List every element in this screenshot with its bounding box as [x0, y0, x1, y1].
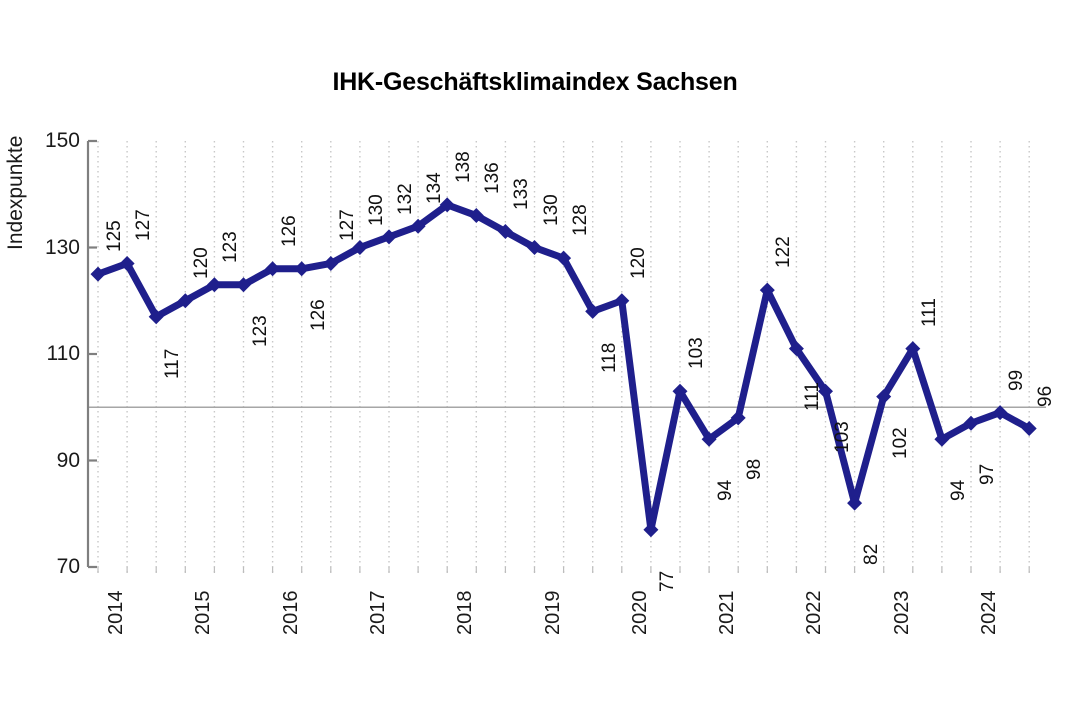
data-point-label: 117 — [162, 348, 184, 379]
x-tick-label-2014: 2014 — [105, 590, 127, 636]
data-point-label: 98 — [744, 458, 766, 480]
data-point-label: 136 — [482, 161, 504, 194]
data-point-label: 94 — [947, 480, 969, 502]
data-point-label: 111 — [802, 381, 824, 411]
data-point-label: 123 — [220, 231, 242, 263]
gridlines — [97, 141, 1030, 574]
data-point-label: 97 — [977, 464, 998, 486]
x-tick-label-2016: 2016 — [279, 590, 302, 636]
x-tick-label-2015: 2015 — [192, 590, 215, 636]
y-tick-label: 70 — [56, 555, 80, 578]
data-point-label: 132 — [395, 183, 416, 215]
x-tick-label-2019: 2019 — [541, 590, 564, 636]
y-tick-label: 90 — [56, 448, 80, 472]
x-tick-label-2020: 2020 — [628, 590, 651, 636]
y-tick-label: 110 — [46, 342, 80, 365]
data-point-label: 125 — [104, 220, 125, 253]
data-point-label: 130 — [365, 193, 387, 226]
data-point-label: 126 — [307, 299, 329, 331]
data-point-label: 99 — [1006, 369, 1028, 391]
data-point-label: 102 — [889, 426, 911, 459]
data-point-label: 130 — [540, 193, 562, 226]
x-tick-label-2021: 2021 — [716, 590, 739, 636]
data-point-label: 118 — [598, 343, 620, 374]
x-tick-label-2017: 2017 — [366, 590, 389, 636]
x-tick-label-2023: 2023 — [890, 590, 913, 636]
x-tick-label-2022: 2022 — [803, 590, 826, 636]
data-point-label: 103 — [686, 337, 707, 370]
data-point-label: 96 — [1035, 385, 1057, 407]
data-point-label: 133 — [511, 177, 533, 210]
data-point-label: 122 — [773, 236, 795, 269]
data-point-label: 123 — [249, 315, 271, 347]
chart-title: IHK-Geschäftsklimaindex Sachsen — [332, 68, 738, 96]
data-point-label: 94 — [715, 480, 737, 502]
x-tick-label-2018: 2018 — [454, 590, 477, 636]
data-point-label: 134 — [424, 172, 446, 205]
y-tick-label: 150 — [44, 129, 80, 152]
data-point-label: 138 — [453, 151, 475, 183]
x-tick-label-2024: 2024 — [978, 590, 1000, 636]
data-point-label: 103 — [831, 421, 853, 454]
y-tick-label: 130 — [44, 235, 80, 259]
data-point-label: 127 — [336, 209, 358, 242]
data-point-label: 126 — [278, 215, 300, 247]
data-point-markers — [90, 197, 1037, 538]
data-point-label: 82 — [860, 543, 882, 566]
y-axis-line — [86, 139, 1030, 573]
data-point-label: 120 — [627, 247, 649, 279]
data-point-label: 128 — [569, 204, 591, 237]
data-point-label: 111 — [918, 297, 940, 327]
data-point-label: 77 — [656, 570, 678, 592]
data-point-label: 120 — [191, 247, 213, 279]
data-point-label: 127 — [133, 209, 155, 242]
